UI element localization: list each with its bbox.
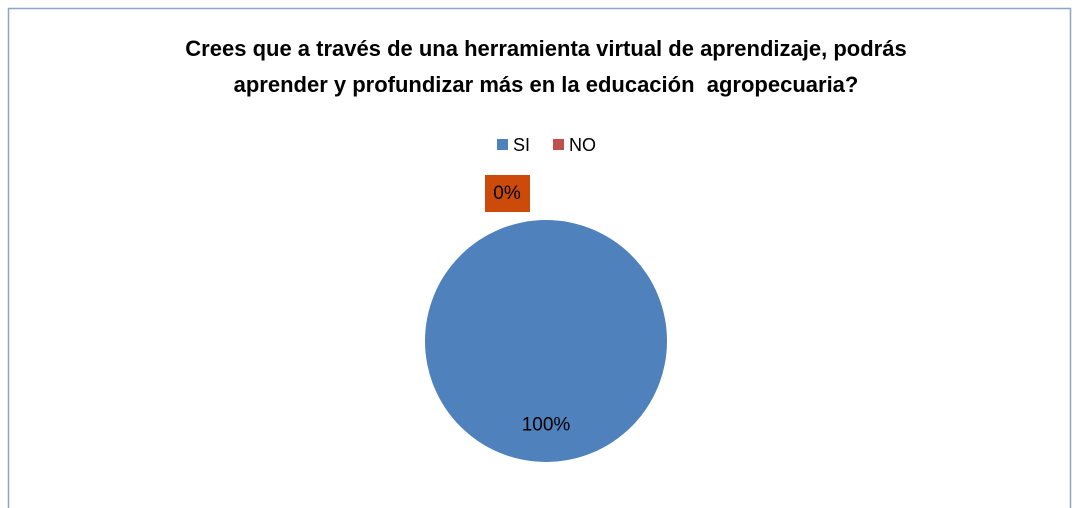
legend-label: NO bbox=[569, 135, 596, 155]
chart-title: Crees que a través de una herramienta vi… bbox=[185, 36, 906, 61]
data-label: 100% bbox=[522, 415, 571, 436]
chart-title: aprender y profundizar más en la educaci… bbox=[234, 72, 859, 97]
pie-slice bbox=[425, 220, 667, 462]
chart-frame bbox=[7, 7, 1072, 508]
legend-swatch bbox=[553, 139, 564, 150]
data-label: 0% bbox=[493, 183, 521, 204]
data-label-box bbox=[485, 175, 530, 212]
legend-swatch bbox=[497, 139, 508, 150]
legend-label: SI bbox=[513, 135, 530, 155]
